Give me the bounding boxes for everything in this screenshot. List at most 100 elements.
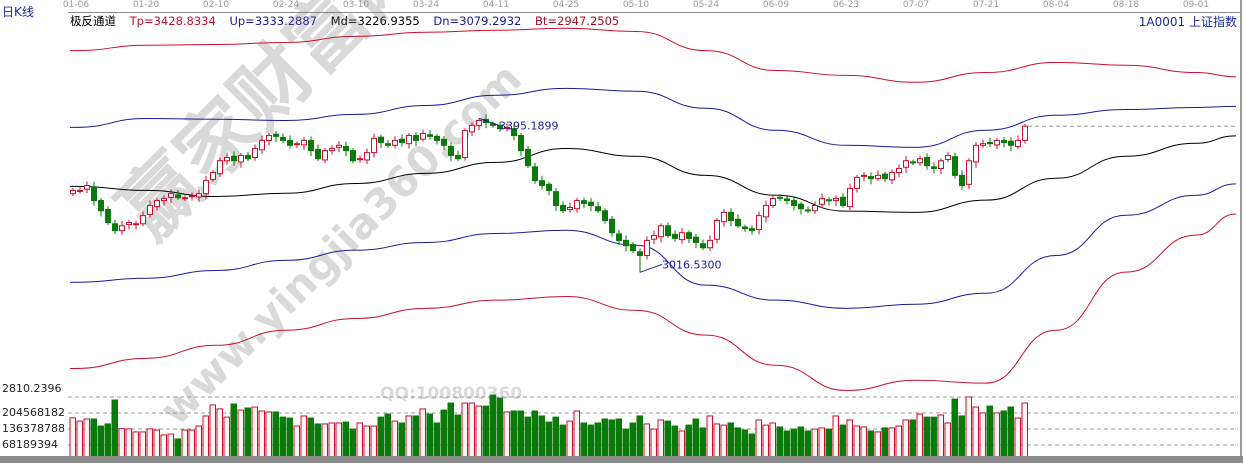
candle-body — [973, 144, 979, 163]
volume-bar — [1014, 417, 1021, 462]
candle-body — [1022, 125, 1028, 141]
date-tick-label: 09-01 — [1182, 0, 1210, 10]
band-line-bt — [70, 213, 1237, 391]
volume-bar — [419, 408, 426, 462]
volume-bar — [216, 408, 223, 462]
candle-body — [532, 166, 538, 182]
date-tick-label: 03-10 — [342, 0, 370, 10]
high-annotation-label: 3395.1899 — [499, 119, 559, 132]
volume-bar — [503, 411, 510, 462]
period-label[interactable]: 日K线 — [2, 5, 34, 19]
volume-bar — [384, 413, 391, 462]
volume-bar — [251, 406, 258, 462]
indicator-legend: 极反通道 Tp=3428.8334 Up=3333.2887 Md=3226.9… — [70, 13, 629, 29]
date-tick-label: 03-24 — [412, 0, 440, 10]
volume-bar — [440, 409, 447, 462]
volume-bar — [531, 410, 538, 462]
candle-body — [1015, 139, 1021, 148]
date-tick-label: 08-04 — [1042, 0, 1070, 10]
date-tick-label: 07-07 — [902, 0, 930, 10]
date-tick-label: 04-25 — [552, 0, 580, 10]
volume-bar — [83, 418, 90, 462]
volume-bar — [937, 414, 944, 462]
candle-body — [567, 206, 573, 211]
candle-body — [833, 198, 839, 202]
candle-body — [273, 133, 279, 137]
candle-body — [581, 200, 587, 204]
candle-body — [770, 198, 776, 206]
volume-bar — [1021, 402, 1028, 462]
volume-bar — [426, 413, 433, 462]
volume-tick-label: 136378788 — [2, 422, 65, 435]
bt-value: Bt=2947.2505 — [535, 14, 620, 28]
volume-bar — [958, 415, 965, 462]
candle-body — [308, 139, 314, 152]
candle-body — [784, 198, 790, 202]
candle-body — [217, 160, 223, 175]
candle-body — [427, 134, 433, 137]
candle-body — [938, 160, 944, 169]
candle-body — [924, 156, 930, 167]
candle-body — [805, 209, 811, 212]
candle-body — [322, 150, 328, 161]
candle-body — [518, 135, 524, 152]
candle-body — [630, 243, 636, 252]
candle-body — [91, 186, 97, 202]
candle-body — [966, 160, 972, 185]
date-tick-label: 02-24 — [272, 0, 300, 10]
volume-bar — [615, 418, 622, 462]
candle-body — [434, 135, 440, 141]
candle-body — [749, 228, 755, 232]
candle-body — [931, 166, 937, 169]
candle-body — [224, 156, 230, 162]
horizontal-scrollbar[interactable] — [0, 456, 1243, 463]
candle-body — [406, 135, 412, 145]
volume-bar — [1007, 406, 1014, 462]
candle-body — [819, 198, 825, 205]
volume-bar — [468, 402, 475, 462]
candle-body — [259, 139, 265, 151]
volume-bar — [307, 417, 314, 462]
date-tick-label: 04-11 — [482, 0, 510, 10]
candle-body — [665, 225, 671, 237]
volume-tick-label: 68189394 — [2, 438, 58, 451]
volume-bar — [538, 415, 545, 462]
high-annotation-line — [478, 117, 500, 126]
candle-body — [812, 204, 818, 212]
candle-body — [707, 239, 713, 249]
candle-body — [700, 243, 706, 249]
date-tick-label: 05-24 — [692, 0, 720, 10]
volume-bar — [636, 415, 643, 462]
volume-bar — [265, 411, 272, 462]
candle-body — [574, 200, 580, 210]
candle-body — [112, 223, 118, 232]
candle-body — [553, 191, 559, 206]
axis-divider — [68, 12, 1241, 13]
candle-body — [637, 251, 643, 256]
candle-body — [945, 154, 951, 161]
candle-body — [623, 239, 629, 247]
volume-bar — [930, 416, 937, 462]
candle-body — [602, 210, 608, 222]
candle-body — [119, 225, 125, 232]
candle-body — [392, 139, 398, 146]
candle-body — [588, 201, 594, 206]
candle-body — [1008, 140, 1014, 146]
volume-bar — [230, 403, 237, 462]
md-value: Md=3226.9355 — [330, 14, 420, 28]
volume-bar — [601, 418, 608, 462]
date-tick-label: 05-10 — [622, 0, 650, 10]
volume-bar — [1000, 410, 1007, 462]
candle-body — [721, 211, 727, 223]
volume-bar — [993, 412, 1000, 462]
volume-bar — [237, 409, 244, 462]
candle-body — [791, 200, 797, 206]
volume-bar — [951, 398, 958, 462]
candle-body — [399, 138, 405, 143]
candle-body — [462, 130, 468, 158]
candle-body — [238, 154, 244, 163]
volume-bar — [300, 415, 307, 462]
candle-body — [840, 196, 846, 206]
candle-body — [266, 135, 272, 141]
